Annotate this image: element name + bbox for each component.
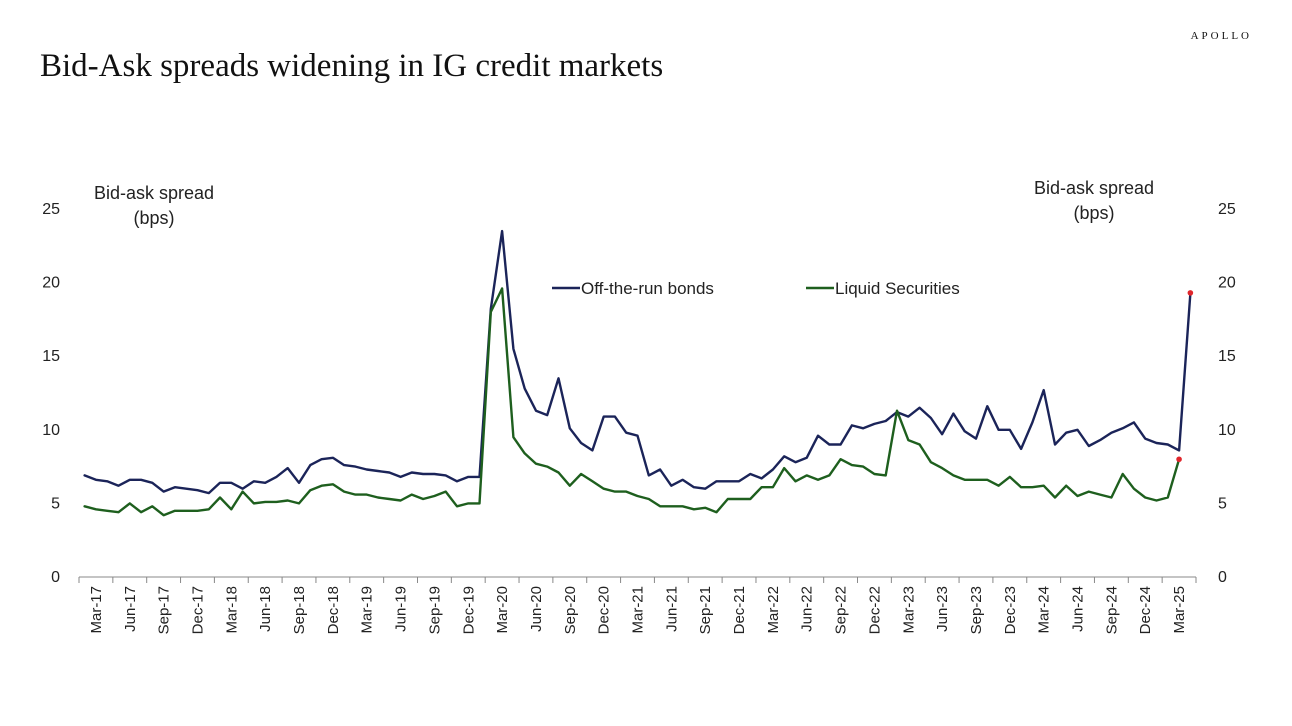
y-tick-label-left: 15 [42, 348, 60, 365]
x-tick-label: Dec-24 [1137, 586, 1154, 634]
x-tick-label: Jun-18 [257, 586, 274, 632]
right-axis-title: (bps) [1073, 203, 1114, 223]
x-tick-label: Dec-19 [460, 586, 477, 634]
x-tick-label: Sep-17 [156, 586, 173, 634]
x-tick-label: Jun-24 [1070, 586, 1087, 632]
legend-label: Liquid Securities [835, 279, 960, 298]
y-tick-label-left: 20 [42, 275, 60, 292]
x-tick-label: Jun-21 [663, 586, 680, 632]
legend-label: Off-the-run bonds [581, 279, 714, 298]
y-tick-label-right: 20 [1218, 275, 1236, 292]
y-tick-label-left: 10 [42, 422, 60, 439]
left-axis-title: (bps) [133, 208, 174, 228]
y-tick-label-right: 0 [1218, 569, 1227, 586]
x-tick-label: Dec-18 [325, 586, 342, 634]
x-tick-label: Mar-24 [1036, 586, 1053, 634]
x-tick-label: Mar-22 [765, 586, 782, 634]
x-tick-label: Mar-19 [359, 586, 376, 634]
left-axis-title: Bid-ask spread [94, 183, 214, 203]
x-tick-label: Sep-23 [968, 586, 985, 634]
y-tick-label-right: 25 [1218, 201, 1236, 218]
y-tick-label-left: 5 [51, 495, 60, 512]
x-tick-label: Dec-23 [1002, 586, 1019, 634]
x-tick-label: Mar-20 [494, 586, 511, 634]
y-tick-label-right: 10 [1218, 422, 1236, 439]
x-tick-label: Sep-18 [291, 586, 308, 634]
x-tick-label: Jun-20 [528, 586, 545, 632]
x-tick-label: Mar-25 [1171, 586, 1188, 634]
x-tick-label: Dec-21 [731, 586, 748, 634]
x-tick-label: Jun-23 [934, 586, 951, 632]
x-tick-label: Mar-18 [223, 586, 240, 634]
x-tick-label: Mar-17 [88, 586, 105, 634]
x-tick-label: Jun-19 [393, 586, 410, 632]
x-tick-label: Sep-24 [1103, 586, 1120, 634]
x-tick-label: Sep-20 [562, 586, 579, 634]
y-tick-label-right: 5 [1218, 495, 1227, 512]
x-tick-label: Jun-17 [122, 586, 139, 632]
x-tick-label: Mar-23 [900, 586, 917, 634]
y-tick-label-left: 0 [51, 569, 60, 586]
y-tick-label-right: 15 [1218, 348, 1236, 365]
series-end-marker [1176, 456, 1182, 463]
brand-logo: APOLLO [1190, 30, 1252, 42]
y-tick-label-left: 25 [42, 201, 60, 218]
right-axis-title: Bid-ask spread [1034, 178, 1154, 198]
series-line-liquid-securities [83, 287, 1181, 517]
x-tick-label: Jun-22 [799, 586, 816, 632]
x-tick-label: Dec-22 [866, 586, 883, 634]
x-tick-label: Dec-17 [189, 586, 206, 634]
chart-title: Bid-Ask spreads widening in IG credit ma… [40, 48, 664, 84]
series-end-marker [1187, 290, 1194, 296]
x-tick-label: Sep-21 [697, 586, 714, 634]
x-tick-label: Mar-21 [630, 586, 647, 634]
series-line-off-the-run-bonds [83, 229, 1192, 495]
x-tick-label: Dec-20 [596, 586, 613, 634]
x-tick-label: Sep-19 [426, 586, 443, 634]
x-tick-label: Sep-22 [833, 586, 850, 634]
